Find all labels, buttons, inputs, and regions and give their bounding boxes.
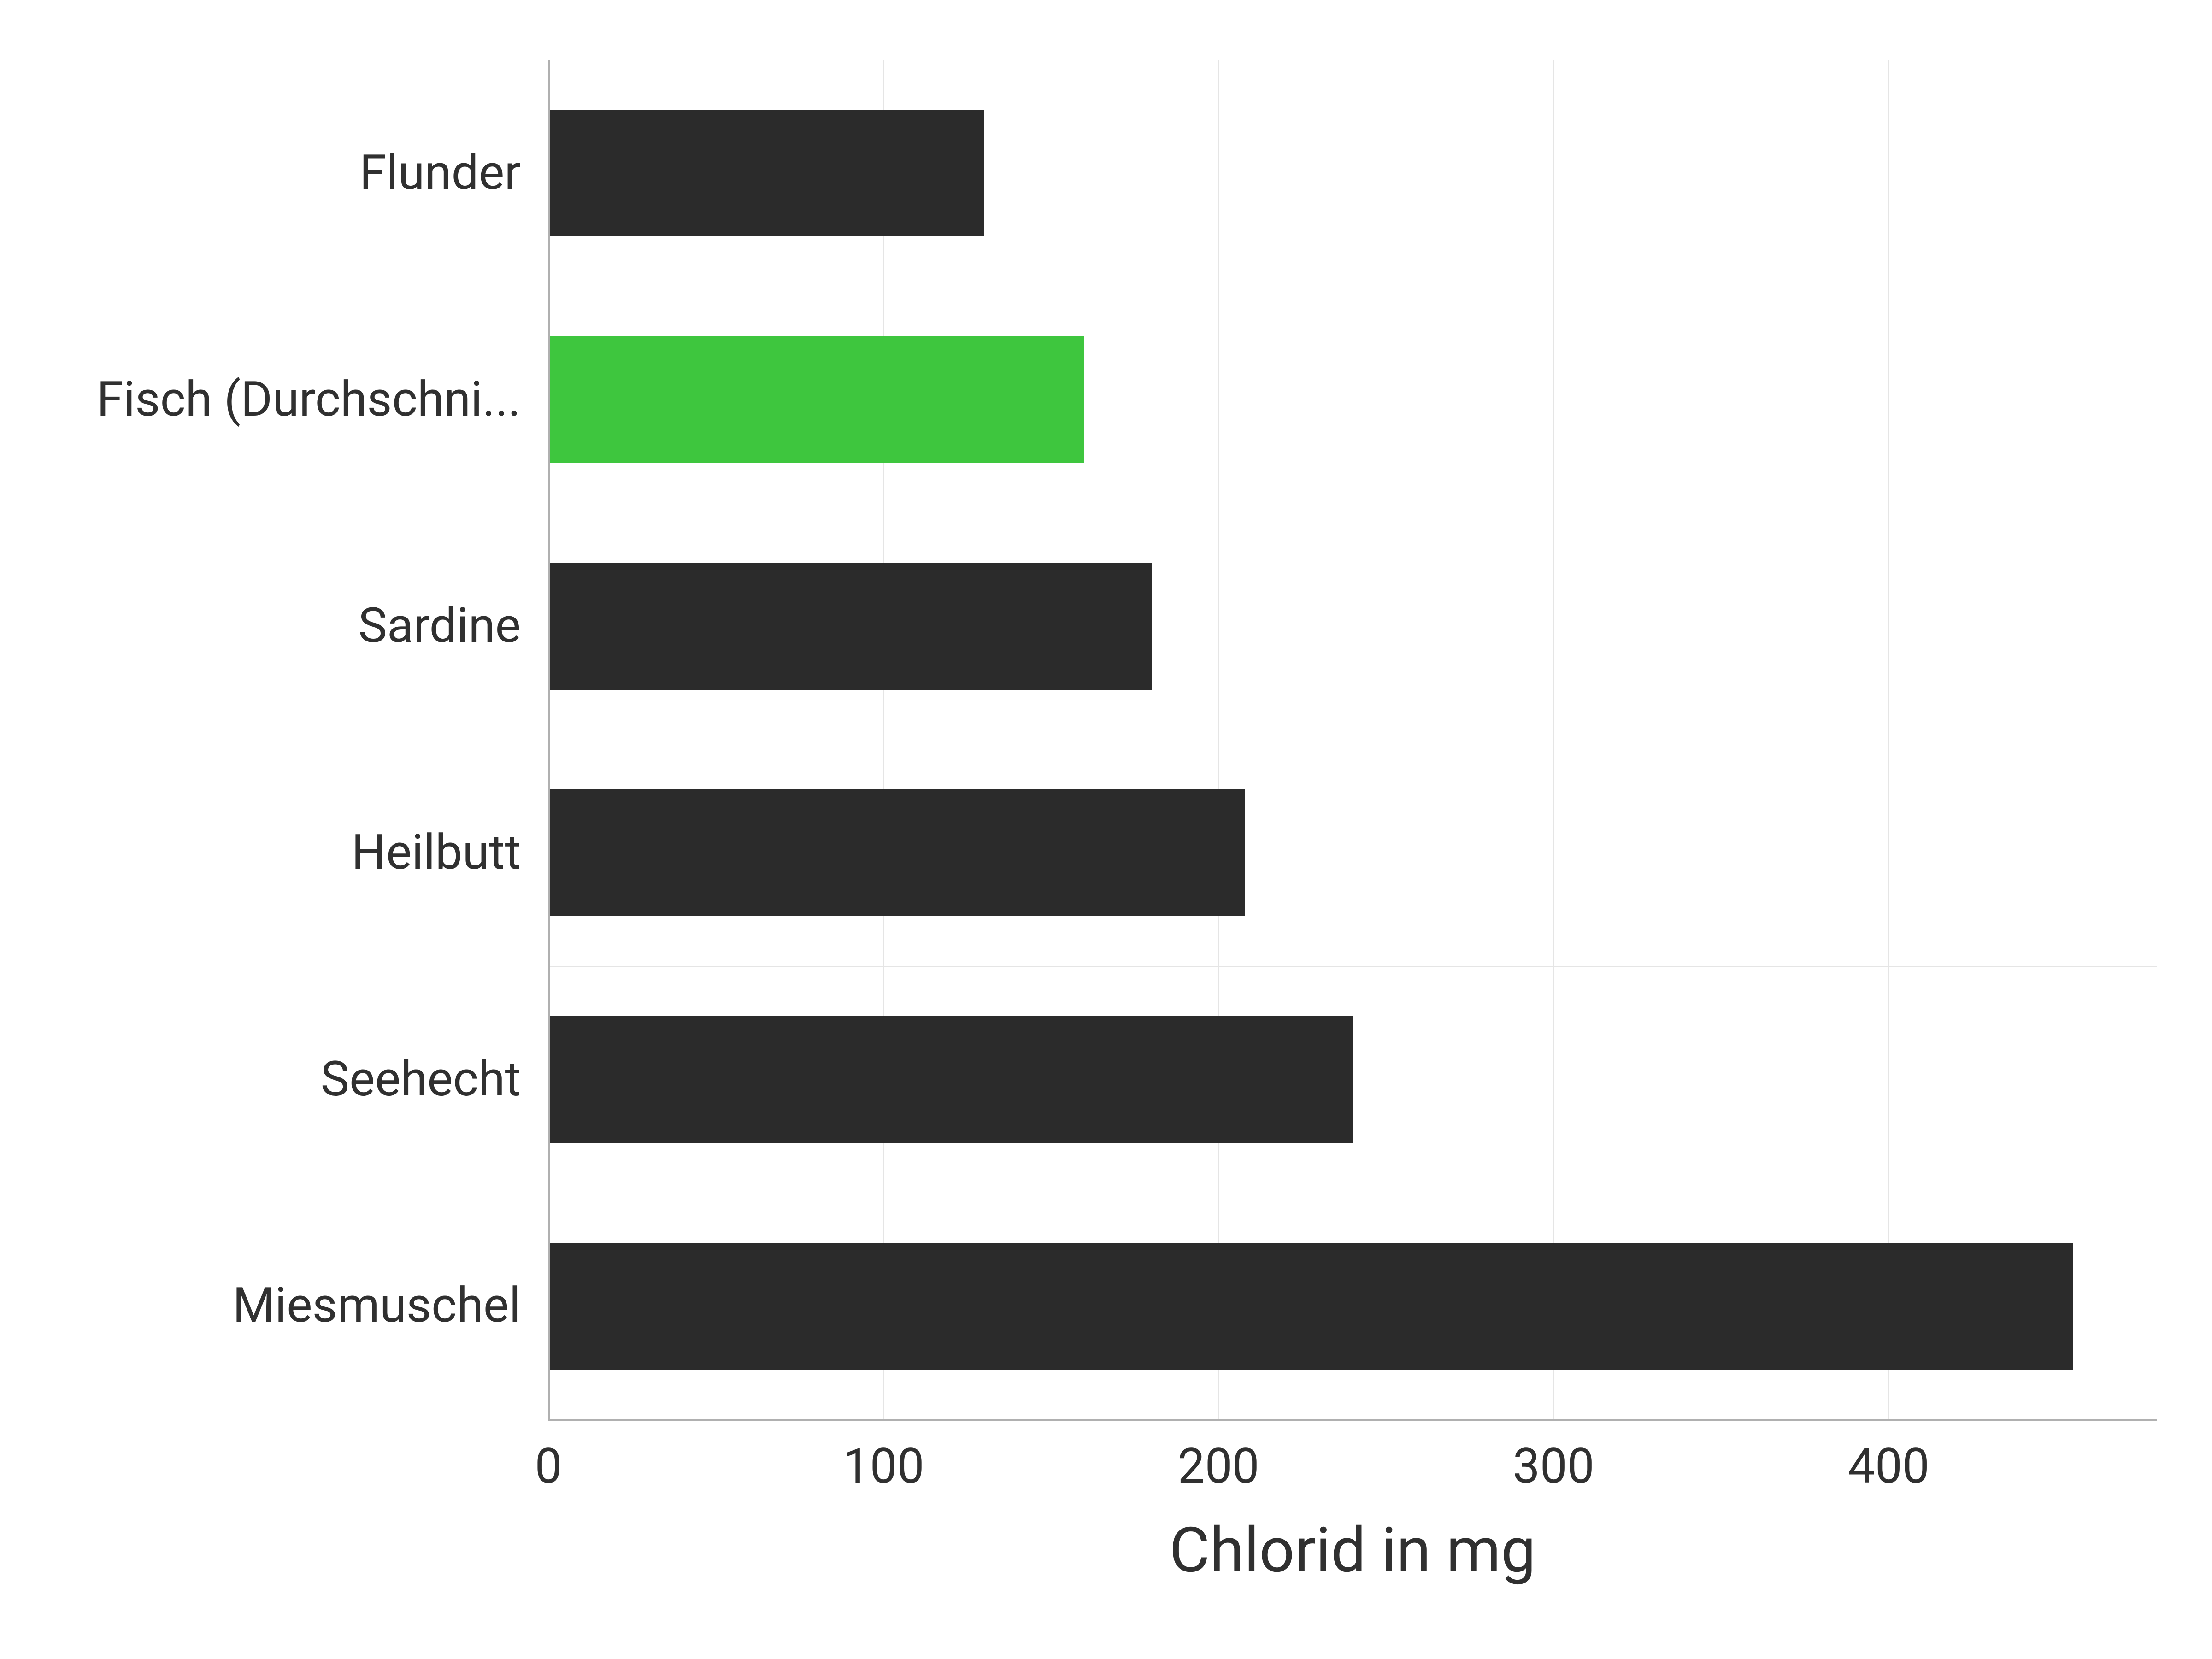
y-axis-category-label: Fisch (Durchschni...: [0, 371, 521, 428]
bar[interactable]: [548, 563, 1152, 690]
bar[interactable]: [548, 336, 1084, 463]
bar[interactable]: [548, 1016, 1353, 1143]
gridline-horizontal: [548, 966, 2157, 967]
y-axis-category-label: Seehecht: [0, 1051, 521, 1107]
y-axis-category-label: Flunder: [0, 144, 521, 201]
x-axis-tick-label: 100: [843, 1438, 924, 1494]
x-axis-tick-label: 200: [1178, 1438, 1259, 1494]
y-axis-line: [548, 60, 550, 1419]
bar[interactable]: [548, 789, 1245, 916]
y-axis-category-label: Heilbutt: [0, 824, 521, 881]
bar[interactable]: [548, 110, 984, 236]
x-axis-tick-label: 0: [535, 1438, 562, 1494]
x-axis-tick-label: 300: [1513, 1438, 1594, 1494]
y-axis-category-label: Sardine: [0, 597, 521, 654]
x-axis-title: Chlorid in mg: [247, 1514, 2212, 1587]
x-axis-tick-label: 400: [1848, 1438, 1930, 1494]
chart-container: Flunder Fisch (Durchschni... Sardine Heilbu…: [0, 0, 2212, 1659]
y-axis-category-label: Miesmuschel: [0, 1277, 521, 1334]
bar[interactable]: [548, 1243, 2073, 1370]
x-axis-line: [548, 1419, 2157, 1421]
plot-area: [548, 60, 2157, 1419]
